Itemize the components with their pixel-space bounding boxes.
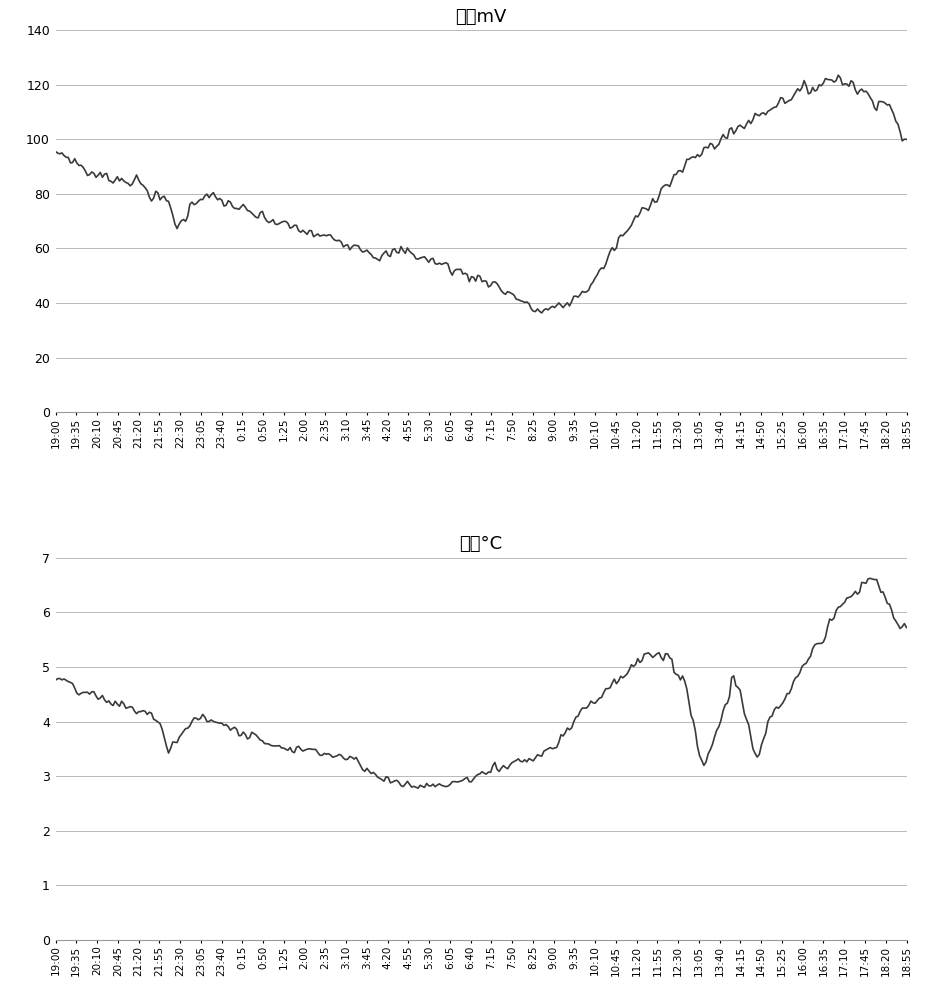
Title: 温差°C: 温差°C — [460, 535, 502, 553]
Title: 电压mV: 电压mV — [455, 8, 507, 26]
